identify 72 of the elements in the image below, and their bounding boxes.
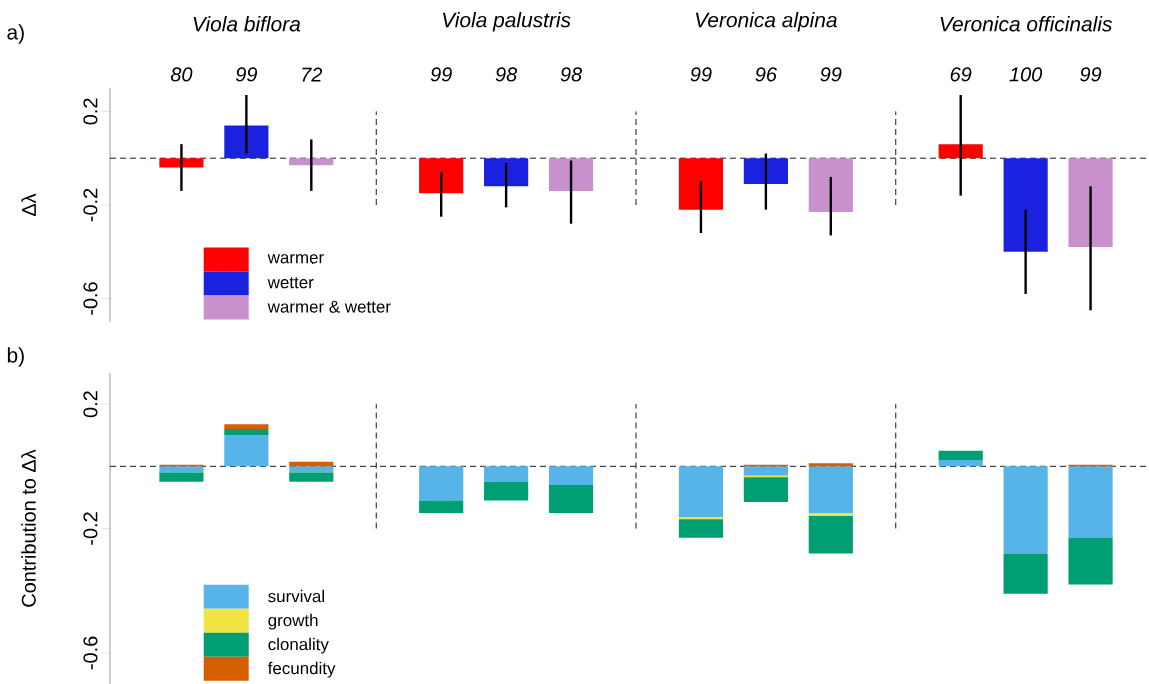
bar [548, 466, 594, 485]
bar [1003, 466, 1048, 554]
bar [808, 516, 853, 554]
bar [548, 484, 594, 513]
y-tick-label: -0.2 [83, 188, 98, 222]
bar [289, 466, 334, 473]
chart-title: b) [7, 347, 24, 367]
legend-label: clonality [268, 637, 329, 654]
bar [159, 158, 204, 168]
text: Veronica officinalis [940, 16, 1112, 32]
bar [938, 144, 983, 159]
x-tick-label: 69 [950, 67, 972, 82]
bar [808, 466, 853, 513]
y-tick-label: -0.2 [83, 512, 98, 545]
legend-label: wetter [267, 277, 314, 289]
legend-label: warmer & wetter [267, 300, 391, 313]
x-tick-label: 99 [1080, 67, 1102, 82]
bar [484, 158, 529, 187]
bar [419, 500, 464, 513]
bar [224, 125, 269, 159]
x-tick-label: 72 [302, 67, 323, 82]
y-axis-title: Contribution to Δλ [21, 449, 36, 607]
bar [1003, 158, 1048, 252]
legend-label: fecundity [267, 661, 336, 678]
text: Veronica alpina [695, 11, 837, 32]
y-axis-title: Δλ [21, 193, 36, 217]
bar [808, 463, 853, 467]
bar [289, 158, 334, 166]
bar [808, 512, 853, 517]
y-tick-label: -0.6 [83, 282, 98, 315]
bar [224, 428, 269, 436]
bar [1003, 553, 1048, 594]
y-tick-label: 0.2 [83, 98, 98, 125]
y-tick-label: -0.6 [83, 636, 98, 670]
x-tick-label: 99 [430, 67, 452, 82]
bar [1068, 158, 1113, 248]
x-tick-label: 99 [690, 67, 712, 82]
text: Viola biflora [193, 16, 301, 32]
bar [938, 450, 983, 461]
bar [224, 424, 269, 429]
bar [419, 466, 464, 501]
bar [743, 158, 788, 184]
x-tick-label: 98 [495, 67, 518, 82]
x-tick-label: 96 [755, 67, 777, 82]
bar [808, 158, 853, 213]
bar [159, 466, 204, 473]
bar [484, 481, 529, 501]
x-tick-label: 100 [1009, 67, 1043, 82]
bar [938, 460, 983, 467]
legend-label: warmer [267, 254, 324, 264]
chart-title: a) [7, 24, 24, 44]
x-tick-label: 80 [170, 67, 193, 82]
bar [1068, 466, 1113, 538]
y-tick-label: 0.2 [83, 391, 98, 418]
bar [743, 466, 788, 476]
bar [678, 519, 724, 538]
bar [678, 158, 724, 210]
bar [484, 466, 529, 482]
bar [678, 466, 724, 518]
x-tick-label: 98 [560, 67, 583, 82]
x-tick-label: 99 [235, 67, 258, 82]
bar [548, 158, 594, 191]
bar [1068, 537, 1113, 585]
bar [743, 477, 788, 503]
x-tick-label: 99 [820, 67, 842, 82]
bar [224, 435, 269, 467]
bar [289, 472, 334, 482]
legend-label: survival [268, 589, 324, 603]
bar [419, 158, 464, 194]
bar [159, 472, 204, 482]
text: Viola palustris [443, 11, 571, 32]
legend-label: growth [268, 613, 318, 630]
